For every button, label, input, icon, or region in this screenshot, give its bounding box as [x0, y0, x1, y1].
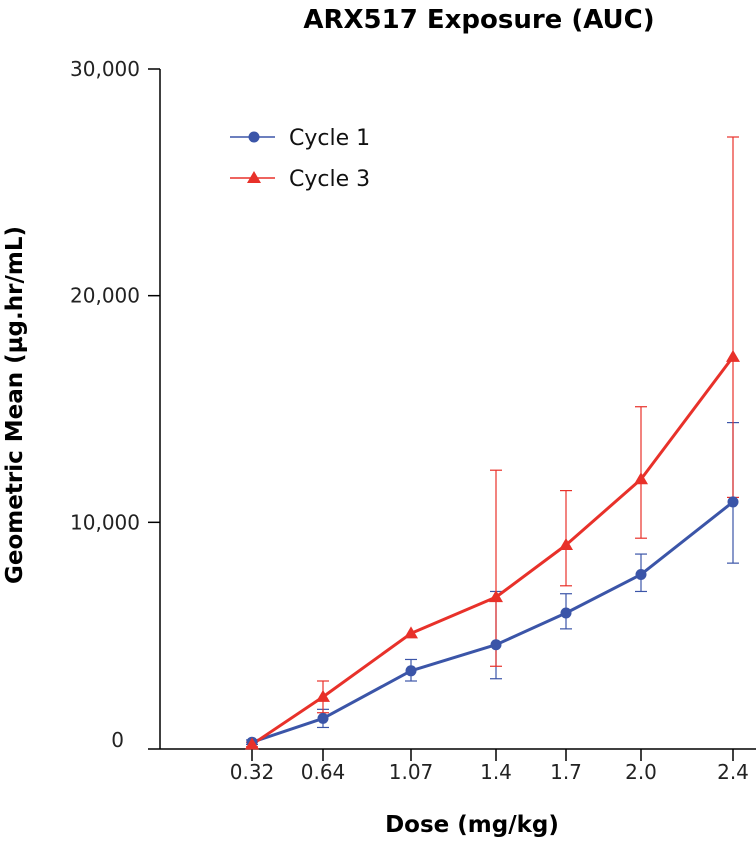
- series-lines: [251, 355, 735, 746]
- axes: 0 10,000 20,000 30,000 0.32 0.64 1.07 1.4 1.7 2.0…: [70, 57, 756, 784]
- chart-title: ARX517 Exposure (AUC): [303, 5, 654, 35]
- series-line: [251, 500, 734, 744]
- x-tick-label: 0.64: [301, 760, 346, 784]
- data-point-circle: [560, 607, 572, 619]
- data-point-triangle: [634, 472, 648, 485]
- series-markers: [245, 349, 740, 750]
- data-point-circle: [490, 639, 502, 651]
- series-line: [251, 355, 735, 746]
- data-point-triangle: [245, 737, 259, 750]
- legend: Cycle 1 Cycle 3: [230, 126, 370, 192]
- data-point-triangle: [559, 538, 573, 550]
- y-tick-label: 10,000: [70, 510, 140, 534]
- error-bars: [246, 136, 739, 748]
- legend-label: Cycle 3: [289, 167, 370, 192]
- x-tick-label: 0.32: [230, 760, 275, 784]
- y-tick-label: 20,000: [70, 284, 140, 308]
- data-point-circle: [635, 568, 647, 580]
- x-tick-label: 1.4: [480, 760, 512, 784]
- x-tick-label: 2.4: [717, 760, 749, 784]
- x-tick-label: 2.0: [625, 760, 657, 784]
- y-tick-label: 0: [111, 728, 124, 752]
- data-point-circle: [317, 712, 329, 724]
- x-tick-label: 1.07: [389, 760, 434, 784]
- data-point-triangle: [316, 689, 330, 702]
- data-point-triangle: [404, 626, 418, 639]
- data-point-triangle: [726, 349, 740, 362]
- y-tick-label: 30,000: [70, 57, 140, 81]
- x-tick-label: 1.7: [550, 760, 582, 784]
- legend-marker-triangle: [247, 171, 261, 183]
- legend-marker-circle: [248, 131, 260, 143]
- legend-label: Cycle 1: [289, 126, 370, 151]
- x-axis-title: Dose (mg/kg): [385, 812, 559, 838]
- data-point-triangle: [489, 590, 503, 603]
- data-point-circle: [405, 665, 417, 677]
- data-point-circle: [727, 496, 739, 508]
- y-axis-title: Geometric Mean (µg.hr/mL): [2, 226, 28, 584]
